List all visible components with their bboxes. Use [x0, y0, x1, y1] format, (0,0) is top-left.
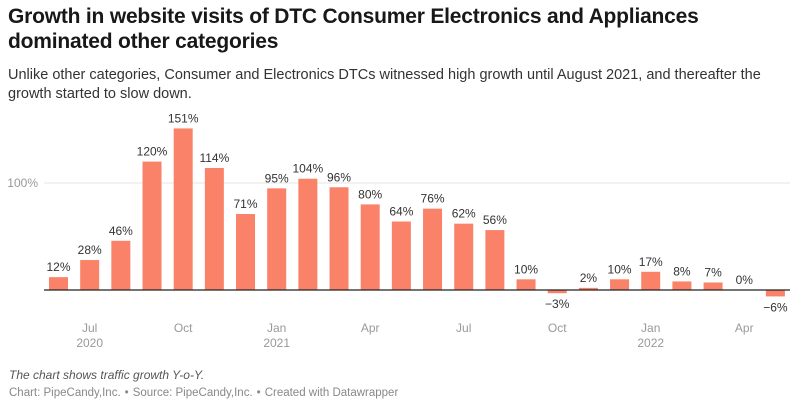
x-tick-label: Jul	[82, 321, 97, 335]
value-label: 28%	[78, 243, 102, 257]
value-label: 114%	[199, 151, 229, 165]
x-tick-year-label: 2021	[263, 336, 290, 350]
bar	[391, 221, 411, 290]
bar	[672, 281, 692, 290]
x-tick-label: Apr	[735, 321, 754, 335]
bars	[49, 128, 785, 297]
bar	[485, 230, 505, 290]
separator: •	[256, 387, 261, 399]
value-label: 64%	[389, 205, 413, 219]
gridlines: 100%	[7, 176, 790, 190]
bar	[173, 128, 193, 290]
value-label: 151%	[168, 111, 199, 125]
bar	[360, 204, 380, 290]
x-tick-label: Apr	[361, 321, 380, 335]
value-label: 56%	[483, 213, 507, 227]
value-label: 2%	[580, 271, 598, 285]
bar	[641, 271, 661, 290]
x-tick-label: Jan	[641, 321, 660, 335]
y-tick-label: 100%	[7, 176, 38, 190]
value-labels: 12% 28% 46% 120% 151% 114% 71% 95% 104%96% 80% 64%…	[46, 111, 787, 314]
bar	[80, 260, 100, 290]
value-label: 8%	[673, 264, 691, 278]
bar	[111, 240, 131, 290]
x-tick-label: Oct	[548, 321, 567, 335]
bar	[610, 279, 630, 290]
bar	[236, 214, 256, 290]
x-tick-year-label: 2022	[637, 336, 664, 350]
x-tick-label: Oct	[174, 321, 193, 335]
value-label: 12%	[46, 260, 70, 274]
chart-subtitle: Unlike other categories, Consumer and El…	[8, 67, 761, 102]
value-label: 62%	[452, 207, 476, 221]
value-label: 104%	[293, 162, 324, 176]
value-label: 46%	[109, 224, 133, 238]
value-label: 96%	[327, 170, 351, 184]
bar	[423, 208, 443, 290]
bar	[267, 188, 287, 290]
separator: •	[124, 387, 129, 399]
bar	[329, 187, 349, 290]
bar	[578, 287, 598, 290]
value-label: 120%	[137, 145, 168, 159]
value-label: −3%	[545, 297, 570, 311]
chart-credit: Chart: PipeCandy,Inc.	[9, 387, 121, 399]
chart-note: The chart shows traffic growth Y-o-Y.	[9, 368, 205, 382]
value-label: 17%	[639, 255, 663, 269]
bar	[298, 178, 318, 290]
bar	[204, 168, 224, 290]
value-label: 76%	[421, 192, 445, 206]
value-label: 71%	[234, 197, 258, 211]
value-label: 95%	[265, 171, 289, 185]
chart-title: Growth in website visits of DTC Consumer…	[8, 5, 699, 53]
bar	[142, 161, 162, 290]
x-tick-label: Jan	[267, 321, 286, 335]
chart-credits: Chart: PipeCandy,Inc. • Source: PipeCandy,…	[9, 387, 398, 399]
bar	[454, 223, 474, 290]
bar	[703, 282, 723, 290]
bar	[765, 290, 785, 297]
datawrapper-credit: Created with Datawrapper	[264, 387, 399, 399]
bar	[49, 277, 68, 290]
value-label: 10%	[514, 262, 538, 276]
value-label: −6%	[763, 300, 788, 314]
x-tick-label: Jul	[456, 321, 471, 335]
value-label: 7%	[704, 266, 722, 280]
value-label: 0%	[736, 273, 754, 287]
value-label: 80%	[358, 187, 382, 201]
bar	[547, 290, 567, 294]
source-credit: Source: PipeCandy,Inc.	[132, 387, 253, 399]
value-label: 10%	[608, 262, 632, 276]
bar	[516, 279, 536, 290]
x-tick-year-label: 2020	[76, 336, 103, 350]
